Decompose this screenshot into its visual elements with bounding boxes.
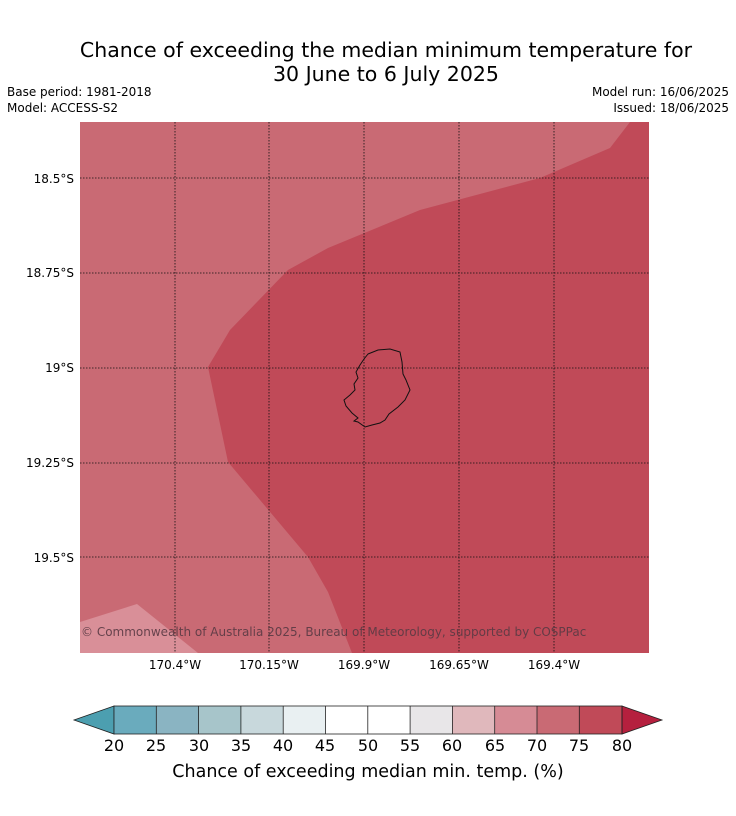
colorbar-tick-45: 45	[314, 736, 336, 755]
lat-label-18-5: 18.5°S	[33, 172, 74, 186]
colorbar-cell-70-75	[537, 706, 580, 734]
colorbar-tick-80: 80	[611, 736, 633, 755]
colorbar-tick-70: 70	[526, 736, 548, 755]
band-65-70	[80, 604, 198, 653]
meta-left: Base period: 1981-2018 Model: ACCESS-S2	[7, 84, 152, 116]
lon-label-170-15: 170.15°W	[239, 658, 299, 672]
colorbar	[72, 704, 664, 736]
model-text: Model: ACCESS-S2	[7, 101, 119, 115]
colorbar-cell-60-65	[452, 706, 495, 734]
lat-label-18-75: 18.75°S	[26, 266, 74, 280]
colorbar-tick-40: 40	[272, 736, 294, 755]
colorbar-tick-50: 50	[357, 736, 379, 755]
colorbar-cell-50-55	[367, 706, 411, 734]
lat-label-19-25: 19.25°S	[26, 456, 74, 470]
colorbar-tick-55: 55	[399, 736, 421, 755]
map-title: Chance of exceeding the median minimum t…	[0, 38, 736, 86]
colorbar-arrow-low	[72, 705, 115, 735]
issued-text: Issued: 18/06/2025	[613, 101, 729, 115]
colorbar-cell-20-25	[114, 706, 157, 734]
niue-coastline	[343, 348, 411, 428]
copyright-text: © Commonwealth of Australia 2025, Bureau…	[81, 625, 587, 639]
title-line-1: Chance of exceeding the median minimum t…	[79, 38, 693, 62]
meta-right: Model run: 16/06/2025 Issued: 18/06/2025	[592, 84, 729, 116]
colorbar-cell-30-35	[198, 706, 241, 734]
base-period-text: Base period: 1981-2018	[7, 85, 152, 99]
colorbar-tick-75: 75	[568, 736, 590, 755]
colorbar-tick-30: 30	[188, 736, 210, 755]
title-line-2: 30 June to 6 July 2025	[273, 62, 499, 86]
colorbar-tick-35: 35	[230, 736, 252, 755]
lat-label-19: 19°S	[45, 361, 74, 375]
colorbar-cell-75-80	[579, 706, 622, 734]
map-panel	[80, 122, 649, 653]
colorbar-cell-35-40	[240, 706, 284, 734]
colorbar-tick-25: 25	[145, 736, 167, 755]
lon-label-170-4: 170.4°W	[148, 658, 202, 672]
colorbar-tick-65: 65	[484, 736, 506, 755]
colorbar-tick-60: 60	[441, 736, 463, 755]
colorbar-cell-25-30	[156, 706, 199, 734]
lon-label-169-4: 169.4°W	[527, 658, 581, 672]
gridlines	[80, 122, 649, 653]
colorbar-arrow-high	[621, 705, 664, 735]
model-run-text: Model run: 16/06/2025	[591, 85, 729, 99]
lon-label-169-65: 169.65°W	[429, 658, 489, 672]
colorbar-cell-55-60	[410, 706, 453, 734]
colorbar-label: Chance of exceeding median min. temp. (%…	[172, 762, 564, 782]
colorbar-cell-40-45	[283, 706, 326, 734]
lon-label-169-9: 169.9°W	[337, 658, 391, 672]
band-75-80	[208, 122, 649, 653]
lat-label-19-5: 19.5°S	[33, 551, 74, 565]
colorbar-cell-65-70	[494, 706, 537, 734]
colorbar-tick-20: 20	[103, 736, 125, 755]
colorbar-cell-45-50	[325, 706, 368, 734]
